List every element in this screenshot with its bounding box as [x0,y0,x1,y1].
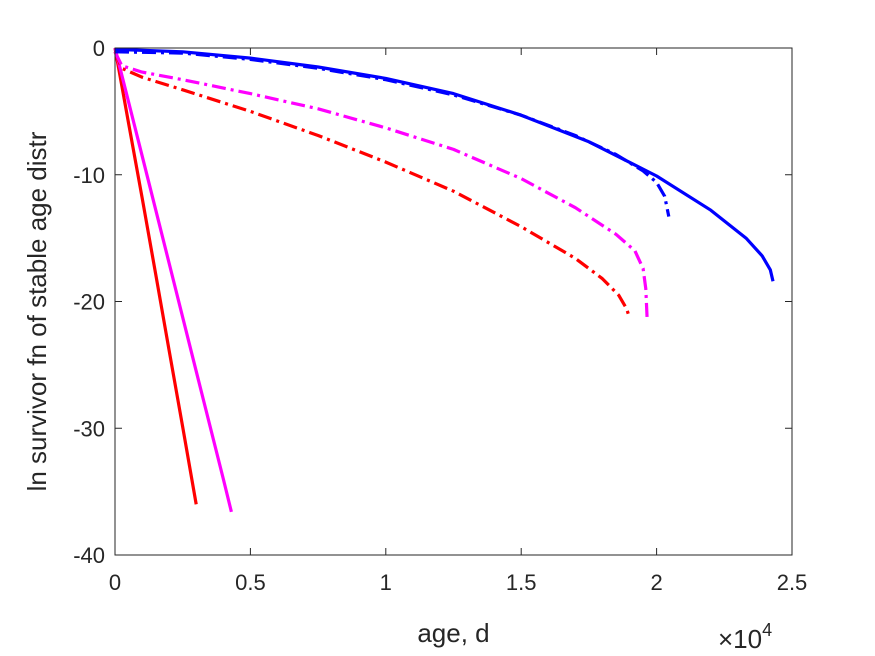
ticks-layer: 0 0.5 1 1.5 2 2.5 0 -10 -20 -30 -40 [73,36,807,595]
y-axis-label: ln survivor fn of stable age distr [22,131,52,491]
x-tick-label: 2 [650,570,662,595]
x-axis-label: age, d [417,618,489,648]
x-multiplier-base: ×10 [718,624,762,654]
x-tick-label: 1 [380,570,392,595]
x-tick-label: 0 [109,570,121,595]
series-line-1 [113,47,198,505]
y-tick-label: -40 [73,543,105,568]
x-tick-label: 2.5 [777,570,808,595]
series-line-6 [114,47,775,282]
series-layer [113,47,775,513]
y-tick-label: -30 [73,416,105,441]
y-tick-label: -10 [73,163,105,188]
x-multiplier-exponent: 4 [762,620,772,640]
y-tick-label: -20 [73,290,105,315]
series-line-4 [113,51,649,319]
y-tick-label: 0 [93,36,105,61]
series-line-3 [113,51,632,319]
x-tick-label: 1.5 [506,570,537,595]
series-line-2 [113,47,233,513]
x-axis-multiplier: ×104 [718,620,772,654]
x-tick-label: 0.5 [235,570,266,595]
